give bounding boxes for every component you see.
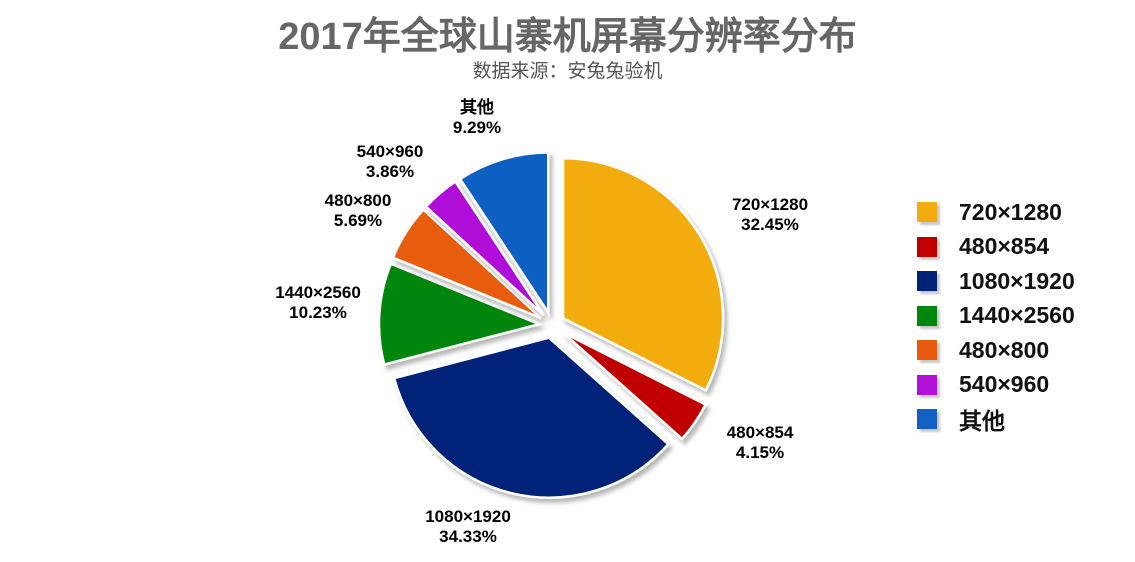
slice-label-6: 其他 9.29%	[453, 97, 501, 137]
pie-slice-3	[377, 262, 543, 367]
pie-slice-2	[392, 336, 671, 499]
legend-label: 其他	[959, 408, 1005, 435]
legend-item-6: 其他	[917, 402, 1127, 437]
slice-label-0: 720×1280 32.45%	[732, 195, 808, 234]
legend-swatch	[917, 305, 937, 326]
legend-swatch	[917, 409, 937, 430]
legend-swatch	[917, 374, 937, 395]
legend-item-3: 1440×2560	[917, 299, 1127, 334]
legend-label: 1080×1920	[959, 267, 1075, 294]
legend-label: 1440×2560	[959, 302, 1075, 329]
pie-slice-5	[424, 179, 545, 317]
legend: 720×1280 480×854 1080×1920 1440×2560 480×800…	[917, 195, 1127, 437]
chart-subtitle: 数据来源：安兔兔验机	[472, 61, 663, 82]
legend-item-0: 720×1280	[917, 195, 1127, 230]
legend-swatch	[917, 271, 937, 292]
legend-item-1: 480×854	[917, 230, 1127, 265]
legend-label: 540×960	[959, 371, 1050, 398]
slice-label-4: 480×800 5.69%	[325, 191, 392, 230]
slice-label-2: 1080×1920 34.33%	[425, 507, 511, 546]
legend-swatch	[917, 340, 937, 361]
legend-label: 480×854	[959, 233, 1050, 260]
pie-labels: 720×1280 32.45% 480×854 4.15% 1080×1920 34.33…	[275, 97, 808, 546]
legend-label: 720×1280	[959, 198, 1062, 225]
pie-slice-6	[458, 151, 550, 317]
pie-slice-1	[561, 331, 708, 441]
legend-swatch	[917, 236, 937, 257]
pie-slice-0	[561, 156, 725, 393]
chart-title: 2017年全球山寨机屏幕分辨率分布	[278, 16, 857, 58]
slice-label-3: 1440×2560 10.23%	[275, 283, 361, 322]
pie-slice-4	[391, 207, 542, 320]
slice-label-5: 540×960 3.86%	[357, 142, 424, 181]
pie-slices	[377, 151, 725, 499]
legend-item-5: 540×960	[917, 368, 1127, 403]
slice-label-1: 480×854 4.15%	[727, 423, 794, 462]
legend-item-2: 1080×1920	[917, 264, 1127, 299]
legend-label: 480×800	[959, 336, 1050, 363]
legend-swatch	[917, 202, 937, 223]
legend-item-4: 480×800	[917, 333, 1127, 368]
